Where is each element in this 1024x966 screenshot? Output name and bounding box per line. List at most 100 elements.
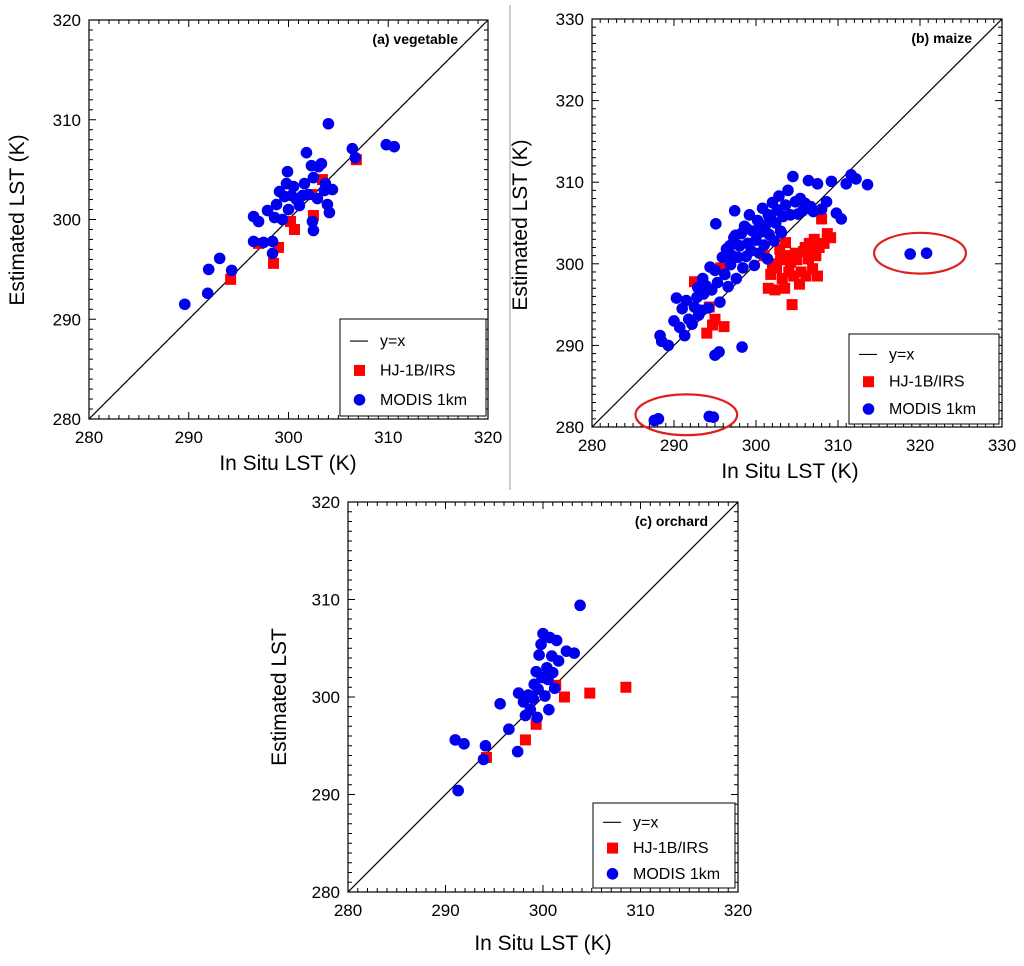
data-point-modis [728,204,741,217]
data-point-modis [724,258,737,271]
x-tick-label: 320 [724,901,752,920]
data-point-modis [686,318,698,330]
data-point-modis [388,140,401,153]
y-axis-title: Estimated LST (K) [509,139,532,310]
panel-title: (c) orchard [635,513,708,529]
y-tick-label: 300 [312,688,340,707]
x-tick-label: 280 [578,436,606,455]
data-point-modis [306,215,319,228]
data-point-modis [782,184,794,197]
data-point-modis [293,199,306,212]
data-point-modis [276,213,289,226]
data-point-hj [288,223,300,235]
x-tick-label: 320 [474,428,502,447]
data-point-modis [307,224,320,237]
data-point-hj [284,215,296,227]
legend: y=x HJ-1B/IRS MODIS 1km [339,318,487,417]
data-point-hj [584,687,596,699]
data-point-modis [311,192,324,205]
y-tick-label: 290 [312,786,340,805]
legend-square-swatch [863,376,874,388]
data-point-modis [736,341,748,353]
data-point-modis [748,259,761,272]
data-point-modis [270,198,283,211]
data-point-modis [825,175,838,188]
data-point-modis [552,655,565,667]
data-point-modis [568,647,580,659]
data-point-modis [322,117,335,130]
data-point-modis [302,188,315,201]
y-tick-label: 310 [53,111,81,130]
data-point-hj [793,278,805,290]
data-point-modis [754,221,766,233]
data-point-modis [904,248,916,260]
y-axis-title: Estimated LST (K) [6,134,29,305]
data-point-modis [323,206,336,219]
y-tick-label: 310 [556,173,584,192]
y-tick-label: 280 [312,883,340,902]
legend-label-modis: MODIS 1km [889,401,976,418]
data-point-modis [775,226,788,239]
data-point-hj [774,243,786,255]
data-point-hj [718,321,730,333]
highlight-ellipse [872,231,968,275]
data-point-modis [524,703,537,716]
data-point-hj [771,262,782,274]
y-tick-label: 330 [556,10,584,29]
data-point-hj [273,241,285,253]
data-point-hj [715,262,727,274]
data-point-hj [812,270,823,282]
data-point-modis [707,411,720,424]
data-point-modis [779,199,792,211]
data-point-modis [527,693,540,705]
data-point-modis [458,738,470,750]
data-layer [348,502,738,892]
data-point-modis [811,178,824,190]
data-point-hj [709,313,721,325]
data-point-modis [533,649,545,661]
data-point-modis [449,734,462,746]
data-point-hj [707,319,719,331]
panel-title: (b) maize [911,30,972,46]
panel-orchard: 280 290 300 310 320 280 290 300 310 320 In Situ LS… [268,493,752,955]
data-point-modis [702,302,715,314]
data-point-hj [800,270,812,282]
data-point-modis [201,287,214,300]
data-point-modis [737,262,749,274]
data-point-hj [762,282,774,294]
data-point-modis [548,682,561,695]
data-point-modis [850,173,862,185]
data-point-hj [775,254,787,266]
data-point-modis [678,329,691,342]
legend-label-modis: MODIS 1km [633,866,720,883]
data-point-hj [689,276,700,288]
x-tick-label: 310 [626,901,654,920]
data-point-modis [282,203,295,216]
data-point-modis [741,222,753,235]
data-point-modis [802,174,815,187]
data-point-modis [768,235,780,247]
data-point-modis [257,236,270,249]
data-point-hj [788,270,800,282]
x-tick-label: 290 [660,436,688,455]
data-point-modis [743,209,756,221]
series-modis-1km [178,117,401,311]
data-point-hj [769,284,781,296]
data-point-modis [840,178,852,190]
data-point-hj [780,237,792,249]
data-point-modis [531,711,543,724]
data-point-hj [776,272,788,284]
data-point-modis [452,784,464,797]
data-point-modis [723,240,736,252]
x-tick-label: 300 [529,901,557,920]
data-point-modis [696,272,709,285]
x-tick-label: 330 [988,436,1016,455]
data-point-modis [477,753,490,766]
data-point-modis [546,666,559,679]
y-tick-label: 320 [312,493,340,512]
data-point-modis [574,599,586,612]
legend-square-swatch [607,842,618,854]
data-point-hj [791,254,803,266]
x-tick-label: 300 [274,428,302,447]
